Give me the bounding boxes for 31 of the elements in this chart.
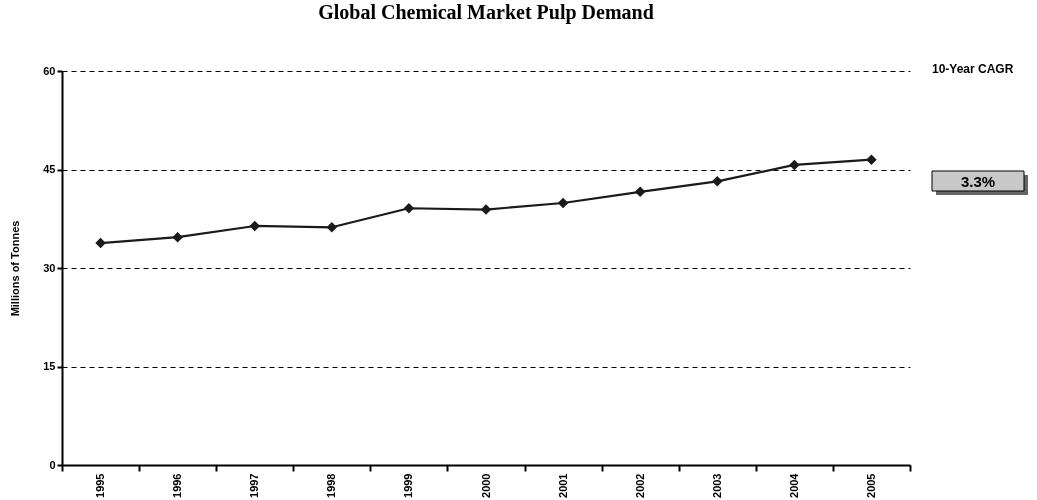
x-tick-label: 2000 (479, 473, 492, 498)
x-tick-label: 2001 (556, 473, 569, 498)
point (480, 204, 492, 215)
y-tick-label: 15 (43, 360, 56, 372)
x-tick-label: 2003 (710, 473, 723, 498)
text: 3.3% (960, 173, 996, 190)
x-tick-label: 2004 (787, 472, 800, 498)
x-tick-label: 1998 (325, 473, 338, 498)
y-tick-label: 0 (49, 458, 56, 471)
x-tick-label: 1996 (171, 473, 184, 498)
point (326, 222, 338, 233)
point (634, 186, 646, 198)
y-axis-title: Millions of Tonnes (9, 220, 22, 317)
x-tick-label: 1995 (94, 473, 107, 498)
point (249, 220, 260, 232)
point (557, 197, 569, 209)
x-tick-label: 2005 (864, 473, 877, 498)
point (403, 203, 415, 214)
x-tick-label: 2002 (633, 473, 646, 498)
point (866, 154, 877, 165)
y-tick-label: 45 (43, 163, 56, 175)
x-tick-label: 1999 (402, 473, 415, 498)
point (172, 231, 183, 243)
text: 10-Year CAGR (932, 62, 1014, 76)
y-tick-label: 60 (43, 64, 56, 77)
point (712, 176, 723, 187)
y-tick-label: 30 (43, 261, 56, 274)
x-tick-label: 1997 (248, 473, 261, 498)
point (789, 159, 800, 171)
point (95, 237, 106, 249)
chart-title: Global Chemical Market Pulp Demand (318, 1, 654, 24)
